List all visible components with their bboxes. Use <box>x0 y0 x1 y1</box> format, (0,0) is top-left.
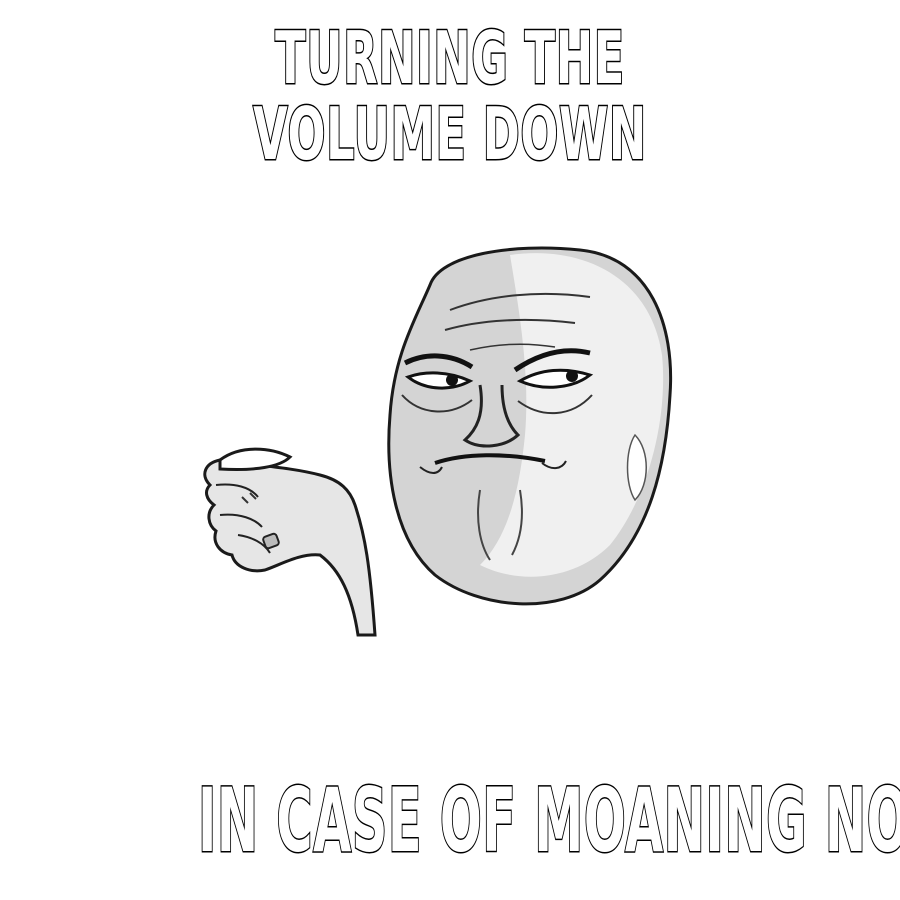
top-caption-line-1: TURNING THE <box>274 16 625 100</box>
top-caption-line-2: VOLUME DOWN <box>252 92 647 176</box>
pinching-hand <box>203 447 377 637</box>
bottom-caption: IN CASE OF MOANING NOISES <box>197 769 900 872</box>
rage-face-head <box>387 246 673 606</box>
top-caption: TURNING THE VOLUME DOWN <box>171 16 729 176</box>
rage-face-illustration <box>203 246 673 637</box>
